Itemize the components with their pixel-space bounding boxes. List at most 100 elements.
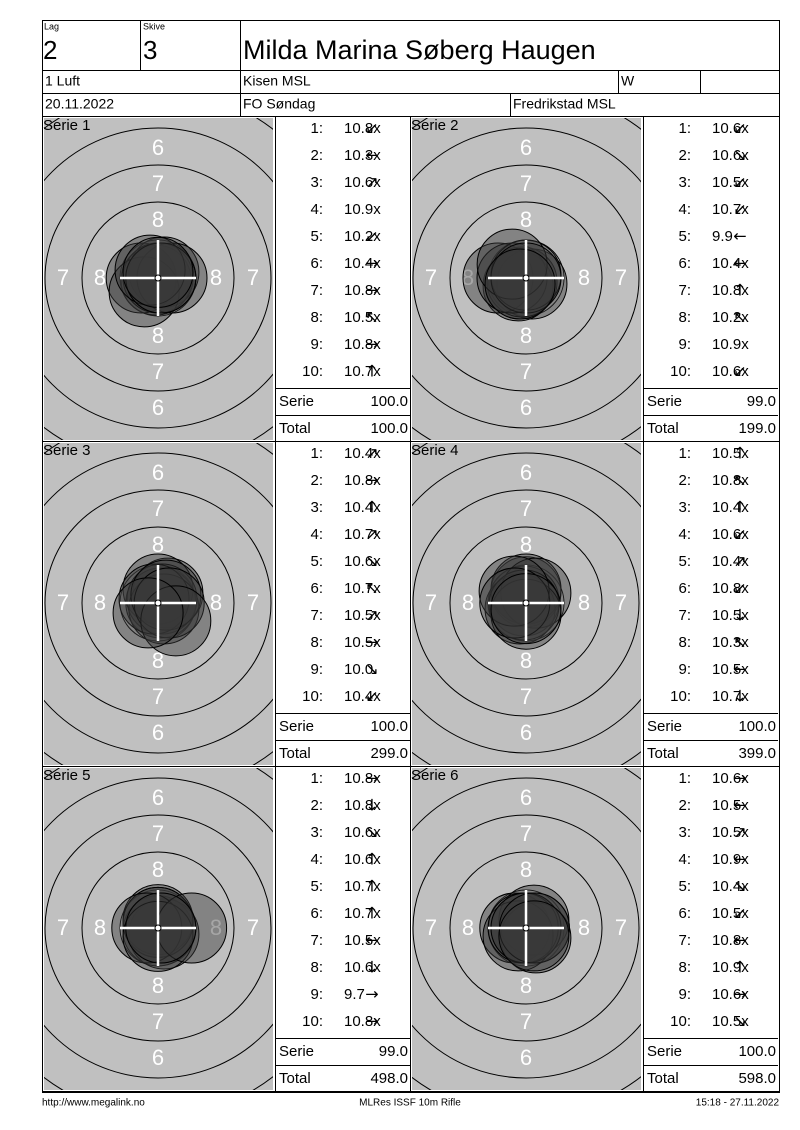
ring-number: 8 xyxy=(210,265,222,290)
ring-number: 6 xyxy=(520,1045,532,1070)
shot-direction: → xyxy=(365,281,378,300)
shot-direction: ↓ xyxy=(733,687,746,706)
shot-number: 7: xyxy=(310,282,323,299)
shot-number: 9: xyxy=(678,986,691,1003)
shot-direction: ↓ xyxy=(733,606,746,625)
serie-label: Serie xyxy=(279,1043,314,1060)
ring-number: 6 xyxy=(152,395,164,420)
ring-number: 6 xyxy=(152,460,164,485)
ring-number: 8 xyxy=(94,915,106,940)
total-score: 498.0 xyxy=(370,1070,408,1087)
shot-number: 2: xyxy=(310,472,323,489)
shot-number: 8: xyxy=(678,309,691,326)
ring-number: 7 xyxy=(152,496,164,521)
shot-score: 10.5x xyxy=(712,174,749,191)
shot-number: 8: xyxy=(678,959,691,976)
shot-number: 2: xyxy=(678,147,691,164)
shot-score: 10.5x xyxy=(712,607,749,624)
shot-score: 10.4x xyxy=(712,255,749,272)
shot-score: 10.8x xyxy=(344,120,381,137)
shot-direction: ← xyxy=(733,254,746,273)
ring-number: 7 xyxy=(615,265,627,290)
shot-number: 1: xyxy=(678,120,691,137)
shot-score: 10.5x xyxy=(712,797,749,814)
shot xyxy=(498,900,570,972)
shot-direction: ↙ xyxy=(733,173,746,192)
shot-direction: → xyxy=(365,633,378,652)
shot-direction: ↖ xyxy=(733,471,746,490)
target-ring xyxy=(44,164,272,392)
shot-direction: ↑ xyxy=(365,877,378,896)
shot-number: 5: xyxy=(310,553,323,570)
shot-direction: ← xyxy=(733,850,746,869)
shot-direction: → xyxy=(365,769,378,788)
shot-direction: ↗ xyxy=(733,552,746,571)
total-label: Total xyxy=(279,420,311,437)
ring-number: 8 xyxy=(520,207,532,232)
shot-score: 10.5x xyxy=(712,824,749,841)
shooter-name: Milda Marina Søberg Haugen xyxy=(243,35,596,65)
shot-score: 10.5x xyxy=(712,661,749,678)
ring-number: 6 xyxy=(152,1045,164,1070)
ring-number: 6 xyxy=(152,135,164,160)
ring-number: 8 xyxy=(152,857,164,882)
target-ring xyxy=(81,851,235,1005)
ring-number: 6 xyxy=(152,720,164,745)
ring-number: 7 xyxy=(520,821,532,846)
shot-score: 10.8x xyxy=(344,282,381,299)
shot-score: 9.9 xyxy=(712,228,733,245)
total-label: Total xyxy=(279,745,311,762)
shot-direction: ↙ xyxy=(733,119,746,138)
shot-direction: ↘ xyxy=(365,552,378,571)
target-ring xyxy=(44,127,273,429)
shot-number: 6: xyxy=(310,255,323,272)
center-point xyxy=(522,924,530,932)
ring-number: 8 xyxy=(520,323,532,348)
shot-score: 10.4x xyxy=(712,553,749,570)
total-label: Total xyxy=(279,1070,311,1087)
shot-direction: ← xyxy=(733,227,746,246)
target-ring xyxy=(44,814,272,1042)
shot-score: 10.7x xyxy=(344,363,381,380)
shot-score: 10.6x xyxy=(712,120,749,137)
shot-number: 4: xyxy=(310,201,323,218)
ring-number: 8 xyxy=(152,973,164,998)
shot-score: 10.8x xyxy=(344,336,381,353)
shot-score: 10.6x xyxy=(712,363,749,380)
serie-label: Serie xyxy=(279,393,314,410)
club: Kisen MSL xyxy=(243,73,311,89)
footer-software: MLRes ISSF 10m Rifle xyxy=(359,1098,461,1109)
shot-score: 10.0 xyxy=(344,661,373,678)
serie-score: 99.0 xyxy=(747,393,776,410)
shot-number: 2: xyxy=(310,147,323,164)
shot-score: 10.8x xyxy=(712,472,749,489)
target-ring xyxy=(81,201,235,355)
sheet-border xyxy=(42,20,780,1093)
ring-number: 8 xyxy=(462,915,474,940)
ring-number: 8 xyxy=(94,590,106,615)
total-score: 199.0 xyxy=(738,420,776,437)
skive: 3 xyxy=(143,35,157,65)
shot-number: 10: xyxy=(302,1013,323,1030)
shot-direction: → xyxy=(365,1012,378,1031)
shot-score: 10.6x xyxy=(344,959,381,976)
shot-number: 3: xyxy=(678,499,691,516)
shot-direction: ↙ xyxy=(365,119,378,138)
shot-number: 6: xyxy=(310,580,323,597)
ring-number: 7 xyxy=(615,590,627,615)
target-ring xyxy=(412,164,640,392)
shot-score: 10.4x xyxy=(344,255,381,272)
shot-direction: → xyxy=(733,985,746,1004)
shot-score: 10.6x xyxy=(344,174,381,191)
target-ring xyxy=(412,489,640,717)
target-ring xyxy=(412,777,641,1079)
shot-score: 10.9x xyxy=(712,959,749,976)
shot-direction: ↗ xyxy=(733,823,746,842)
ring-number: 7 xyxy=(425,915,437,940)
ring-number: 8 xyxy=(578,265,590,290)
shot-number: 5: xyxy=(678,553,691,570)
lag: 2 xyxy=(43,35,57,65)
shot-score: 10.7x xyxy=(344,878,381,895)
shot-number: 9: xyxy=(678,336,691,353)
shot-direction: ↙ xyxy=(733,579,746,598)
